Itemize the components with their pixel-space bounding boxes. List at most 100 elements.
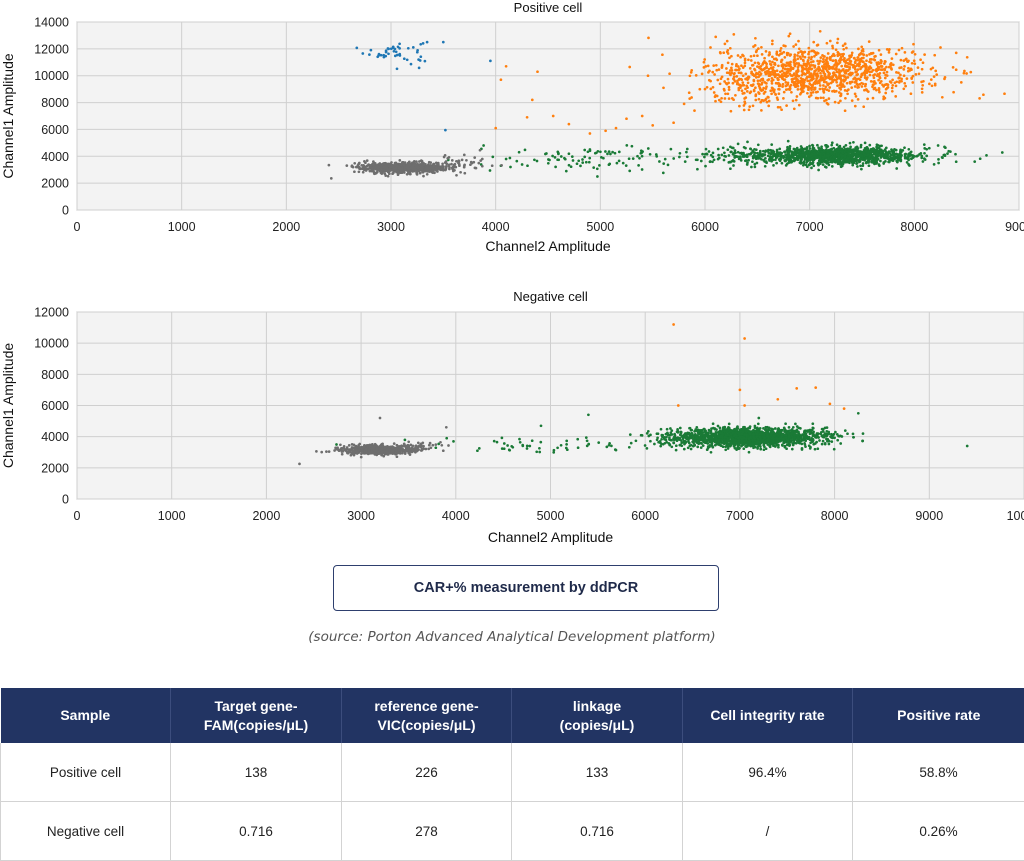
droplet-point (723, 159, 726, 162)
droplet-point (854, 105, 857, 108)
droplet-point (403, 169, 406, 172)
droplet-point (394, 55, 397, 58)
droplet-point (777, 106, 780, 109)
droplet-point (726, 148, 729, 151)
droplet-point (802, 153, 805, 156)
droplet-point (920, 155, 923, 158)
droplet-point (911, 51, 914, 54)
droplet-point (839, 84, 842, 87)
droplet-point (445, 166, 448, 169)
droplet-point (717, 154, 720, 157)
droplet-point (860, 154, 863, 157)
droplet-point (832, 75, 835, 78)
droplet-point (872, 97, 875, 100)
droplet-point (770, 92, 773, 95)
droplet-point (565, 170, 568, 173)
droplet-point (755, 49, 758, 52)
droplet-point (400, 164, 403, 167)
droplet-point (753, 163, 756, 166)
droplet-point (819, 88, 822, 91)
droplet-point (766, 72, 769, 75)
droplet-point (544, 153, 547, 156)
droplet-point (742, 447, 745, 450)
droplet-point (803, 81, 806, 84)
droplet-point (843, 57, 846, 60)
droplet-point (895, 85, 898, 88)
droplet-point (560, 155, 563, 158)
droplet-point (588, 161, 591, 164)
droplet-point (827, 155, 830, 158)
droplet-point (720, 97, 723, 100)
droplet-point (649, 153, 652, 156)
droplet-point (730, 150, 733, 153)
droplet-point (757, 82, 760, 85)
droplet-point (965, 72, 968, 75)
droplet-point (911, 81, 914, 84)
droplet-point (772, 88, 775, 91)
droplet-point (833, 153, 836, 156)
droplet-point (361, 52, 364, 55)
droplet-point (889, 154, 892, 157)
droplet-point (800, 158, 803, 161)
droplet-point (873, 58, 876, 61)
droplet-point (745, 159, 748, 162)
droplet-point (709, 88, 712, 91)
droplet-point (753, 89, 756, 92)
droplet-point (851, 51, 854, 54)
droplet-point (463, 164, 466, 167)
droplet-point (824, 165, 827, 168)
droplet-point (801, 448, 804, 451)
droplet-point (414, 164, 417, 167)
droplet-point (789, 157, 792, 160)
droplet-point (581, 161, 584, 164)
droplet-point (826, 145, 829, 148)
droplet-point (606, 153, 609, 156)
droplet-point (641, 168, 644, 171)
droplet-point (843, 80, 846, 83)
droplet-point (908, 164, 911, 167)
droplet-point (392, 166, 395, 169)
droplet-point (639, 152, 642, 155)
droplet-point (897, 77, 900, 80)
droplet-point (819, 84, 822, 87)
droplet-point (459, 171, 462, 174)
droplet-point (600, 156, 603, 159)
droplet-point (500, 78, 503, 81)
droplet-point (785, 75, 788, 78)
droplet-point (395, 164, 398, 167)
plot-area (77, 22, 1019, 210)
droplet-point (408, 160, 411, 163)
droplet-point (757, 79, 760, 82)
y-tick-label: 6000 (41, 123, 69, 137)
droplet-point (739, 56, 742, 59)
droplet-point (399, 54, 402, 57)
droplet-point (703, 61, 706, 64)
droplet-point (448, 163, 451, 166)
droplet-point (885, 88, 888, 91)
droplet-point (741, 81, 744, 84)
droplet-point (943, 78, 946, 81)
droplet-point (764, 91, 767, 94)
droplet-point (839, 88, 842, 91)
droplet-point (881, 68, 884, 71)
droplet-point (393, 168, 396, 171)
droplet-point (907, 148, 910, 151)
droplet-point (740, 428, 743, 431)
droplet-point (734, 151, 737, 154)
droplet-point (805, 77, 808, 80)
x-tick-label: 8000 (900, 220, 928, 234)
droplet-point (775, 82, 778, 85)
droplet-point (842, 44, 845, 47)
droplet-point (820, 69, 823, 72)
droplet-point (583, 156, 586, 159)
droplet-point (809, 147, 812, 150)
droplet-point (912, 75, 915, 78)
droplet-point (784, 81, 787, 84)
droplet-point (742, 55, 745, 58)
droplet-point (749, 67, 752, 70)
droplet-point (789, 88, 792, 91)
droplet-point (676, 428, 679, 431)
droplet-point (628, 170, 631, 173)
droplet-point (812, 64, 815, 67)
droplet-point (515, 160, 518, 163)
